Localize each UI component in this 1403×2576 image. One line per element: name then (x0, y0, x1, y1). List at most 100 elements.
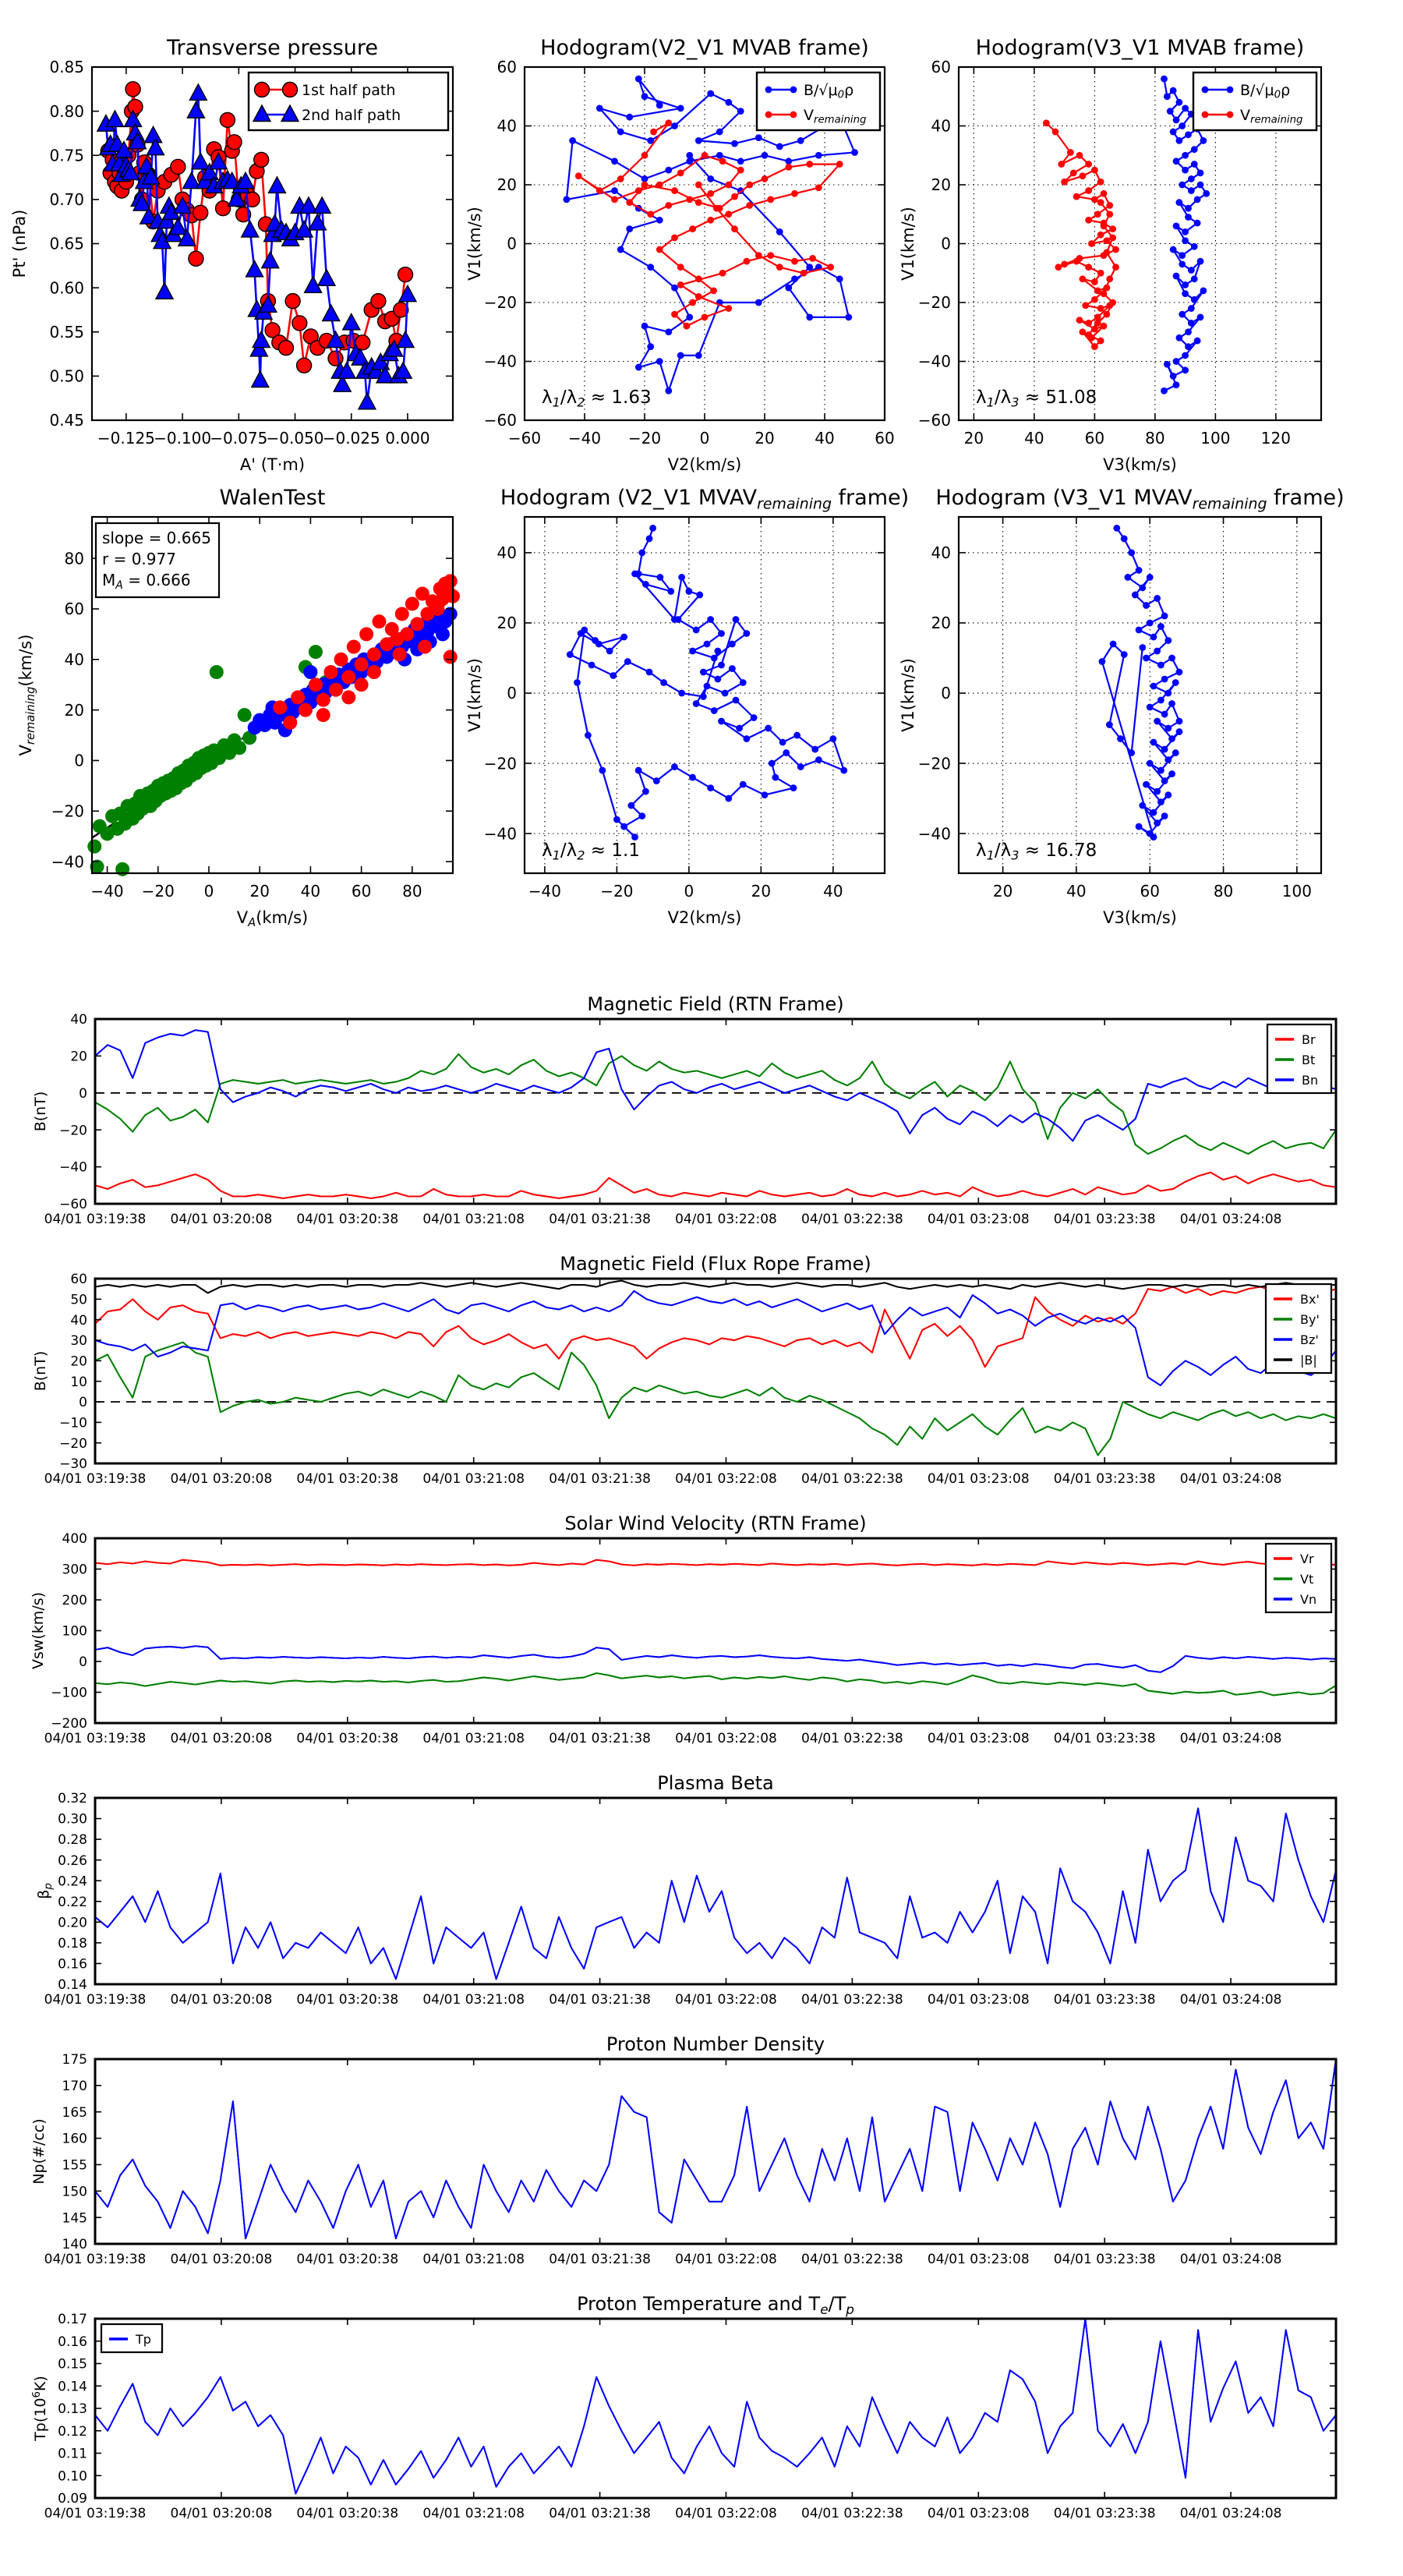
svg-text:04/01 03:22:38: 04/01 03:22:38 (801, 2506, 903, 2521)
mag-rtn-series-Bn (94, 1029, 1337, 1142)
svg-text:−40: −40 (484, 352, 517, 371)
svg-text:0: 0 (79, 1395, 87, 1410)
proton-density-frame (94, 2058, 1338, 2245)
svg-text:80: 80 (65, 549, 84, 568)
hodogram-v3v1-mvab-legend: B/√μ0ρ Vremaining (1192, 71, 1318, 132)
svg-text:20: 20 (993, 882, 1012, 901)
svg-text:40: 40 (815, 429, 834, 448)
svg-text:120: 120 (1261, 429, 1291, 448)
mag-fluxrope-title: Magnetic Field (Flux Rope Frame) (560, 1253, 871, 1275)
svg-text:04/01 03:22:08: 04/01 03:22:08 (675, 2252, 777, 2267)
svg-text:150: 150 (62, 2184, 87, 2199)
svg-text:0.16: 0.16 (58, 1957, 87, 1973)
plasma-beta-series-beta-p (94, 1807, 1337, 1980)
svg-text:2nd half path: 2nd half path (302, 107, 401, 124)
svg-text:0: 0 (507, 684, 517, 702)
proton-density-title: Proton Number Density (606, 2033, 825, 2055)
svg-text:0.45: 0.45 (49, 411, 84, 430)
svg-text:04/01 03:23:08: 04/01 03:23:08 (928, 1471, 1030, 1487)
svg-text:0.50: 0.50 (49, 367, 84, 386)
mag-fluxrope-series-B-magnitude (94, 1279, 1336, 1294)
mag-fluxrope-series-By-prime (94, 1341, 1337, 1456)
walen-test-xlabel: VA(km/s) (237, 908, 308, 929)
svg-text:20: 20 (497, 175, 517, 194)
hodogram-v2v1-mvab-annotation: λ1/λ2 ≈ 1.63 (542, 387, 652, 410)
mag-rtn-ticks: 04/01 03:19:38 04/01 03:20:08 04/01 03:20:… (44, 1012, 1336, 1227)
svg-text:04/01 03:24:08: 04/01 03:24:08 (1180, 2252, 1282, 2267)
svg-text:0.55: 0.55 (49, 323, 84, 341)
svg-text:60: 60 (497, 58, 517, 76)
svg-text:−20: −20 (628, 429, 661, 448)
svg-text:80: 80 (1145, 429, 1164, 448)
svg-text:04/01 03:20:08: 04/01 03:20:08 (171, 2252, 273, 2267)
svg-text:0.80: 0.80 (49, 102, 84, 121)
svg-text:04/01 03:20:08: 04/01 03:20:08 (171, 1212, 273, 1227)
hodogram-v3v1-mvav-xlabel: V3(km/s) (1103, 908, 1177, 927)
plasma-beta-ylabel: βp (35, 1883, 55, 1899)
svg-text:0.85: 0.85 (49, 58, 84, 76)
svg-text:04/01 03:20:38: 04/01 03:20:38 (296, 2506, 398, 2521)
svg-text:40: 40 (497, 543, 517, 562)
svg-text:04/01 03:22:08: 04/01 03:22:08 (675, 1992, 777, 2008)
svg-text:04/01 03:22:38: 04/01 03:22:38 (801, 1212, 903, 1227)
mag-fluxrope-series-Bx-prime (94, 1286, 1337, 1368)
svg-text:−40: −40 (59, 1160, 87, 1176)
svg-text:04/01 03:22:08: 04/01 03:22:08 (675, 1212, 777, 1227)
svg-text:−20: −20 (484, 293, 517, 312)
vsw-rtn-legend: Vr Vt Vn (1264, 1542, 1333, 1614)
svg-text:60: 60 (1140, 882, 1160, 901)
svg-text:60: 60 (931, 58, 951, 76)
svg-text:50: 50 (70, 1292, 87, 1307)
mag-rtn-ylabel: B(nT) (32, 1092, 49, 1132)
svg-text:−40: −40 (568, 429, 601, 448)
svg-text:04/01 03:23:38: 04/01 03:23:38 (1054, 2506, 1156, 2521)
svg-text:04/01 03:23:08: 04/01 03:23:08 (928, 1212, 1030, 1227)
svg-text:0.24: 0.24 (58, 1874, 87, 1889)
vsw-rtn-series-Vt (94, 1672, 1337, 1697)
hodogram-v3v1-mvab-annotation: λ1/λ3 ≈ 51.08 (976, 387, 1097, 410)
svg-text:Tp: Tp (135, 2332, 151, 2347)
svg-text:−30: −30 (59, 1456, 87, 1472)
svg-text:04/01 03:21:38: 04/01 03:21:38 (549, 2506, 651, 2521)
svg-text:0.12: 0.12 (58, 2424, 87, 2440)
svg-text:20: 20 (751, 882, 771, 901)
vsw-rtn-title: Solar Wind Velocity (RTN Frame) (564, 1513, 866, 1534)
svg-text:04/01 03:23:38: 04/01 03:23:38 (1054, 1731, 1156, 1746)
hodogram-v2v1-mvav-ylabel: V1(km/s) (465, 658, 484, 732)
svg-text:0: 0 (74, 752, 84, 770)
svg-text:04/01 03:22:08: 04/01 03:22:08 (675, 2506, 777, 2521)
svg-text:By': By' (1300, 1312, 1320, 1327)
svg-text:04/01 03:21:38: 04/01 03:21:38 (549, 1731, 651, 1746)
svg-text:0: 0 (507, 235, 517, 253)
mag-rtn-frame (94, 1017, 1338, 1205)
proton-density-series-Np (94, 2058, 1337, 2240)
panel-plasma-beta: 04/01 03:19:38 04/01 03:20:08 04/01 03:20:… (35, 1772, 1338, 2008)
svg-text:04/01 03:20:38: 04/01 03:20:38 (296, 1992, 398, 2008)
panel-hodogram-v2v1-mvav: −40 −20 0 20 40 −40 −20 0 20 40 Hodogram (V2_V1 MV… (465, 486, 909, 927)
svg-text:30: 30 (70, 1333, 87, 1349)
transverse-pressure-title: Transverse pressure (166, 36, 378, 60)
mag-rtn-title: Magnetic Field (RTN Frame) (587, 993, 843, 1015)
svg-text:−40: −40 (918, 824, 951, 843)
svg-text:04/01 03:19:38: 04/01 03:19:38 (44, 2506, 147, 2521)
transverse-pressure-legend: 1st half path 2nd half path (247, 71, 450, 132)
mag-fluxrope-series-Bz-prime (94, 1290, 1337, 1386)
panel-proton-temp: 04/01 03:19:38 04/01 03:20:08 04/01 03:20:… (31, 2293, 1338, 2521)
plasma-beta-title: Plasma Beta (657, 1772, 773, 1794)
svg-text:04/01 03:21:08: 04/01 03:21:08 (422, 1212, 525, 1227)
hodogram-v2v1-mvab-ylabel: V1(km/s) (465, 207, 484, 281)
svg-text:0.10: 0.10 (58, 2468, 87, 2484)
svg-text:04/01 03:22:38: 04/01 03:22:38 (801, 2252, 903, 2267)
svg-text:0.75: 0.75 (49, 146, 84, 165)
svg-text:−0.075: −0.075 (210, 429, 267, 448)
svg-text:04/01 03:20:08: 04/01 03:20:08 (171, 2506, 273, 2521)
proton-density-ylabel: Np(#/cc) (30, 2118, 48, 2184)
panel-hodogram-v2v1-mvab: −60 −40 −20 0 20 40 60 −60 −40 −20 0 20 40 60 Hodogram… (465, 36, 895, 474)
svg-text:Bx': Bx' (1300, 1292, 1320, 1307)
svg-text:04/01 03:24:08: 04/01 03:24:08 (1180, 1731, 1282, 1746)
svg-text:04/01 03:21:08: 04/01 03:21:08 (422, 2506, 525, 2521)
mag-fluxrope-frame (94, 1277, 1338, 1465)
hodogram-v2v1-mvav-frame (523, 515, 886, 875)
svg-text:0.20: 0.20 (58, 1915, 87, 1930)
mag-fluxrope-ylabel: B(nT) (32, 1351, 49, 1392)
